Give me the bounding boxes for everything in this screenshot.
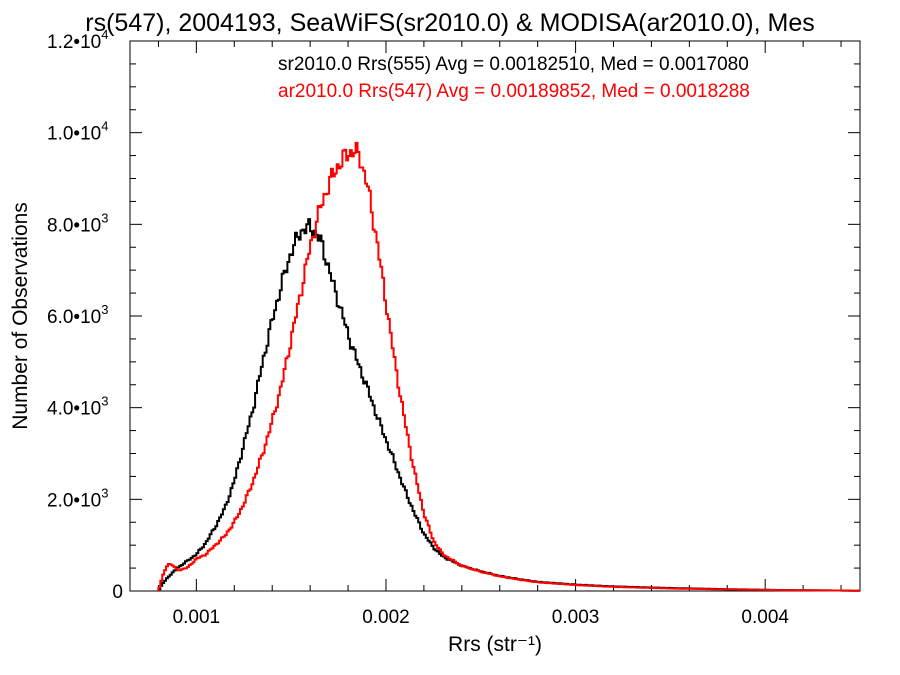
y-tick-label: 8.0•103 <box>47 210 108 236</box>
y-tick-label: 0 <box>112 582 123 603</box>
x-tick-label: 0.001 <box>173 607 221 628</box>
x-tick-label: 0.003 <box>552 607 600 628</box>
y-tick-exponent: 3 <box>101 302 108 317</box>
chart-title: rs(547), 2004193, SeaWiFS(sr2010.0) & MO… <box>85 9 814 37</box>
y-tick-label: 1.0•104 <box>47 119 108 145</box>
x-tick-label: 0.004 <box>741 607 789 628</box>
y-tick-exponent: 3 <box>101 210 108 225</box>
axis-ticks <box>130 40 860 592</box>
y-tick-exponent: 3 <box>101 485 108 500</box>
y-axis-label: Number of Observations <box>9 202 32 430</box>
annotation-red: ar2010.0 Rrs(547) Avg = 0.00189852, Med … <box>278 81 750 102</box>
y-tick-label: 2.0•103 <box>47 485 108 511</box>
series-red-line <box>157 141 860 592</box>
y-tick-label: 6.0•103 <box>47 302 108 328</box>
y-tick-labels: 0 2.0•103 4.0•103 6.0•103 8.0•103 1.0•104 1.2•… <box>47 27 123 603</box>
y-tick-exponent: 4 <box>101 119 108 134</box>
y-tick-label: 1.2•104 <box>47 27 108 53</box>
series-group <box>157 141 860 592</box>
x-tick-label: 0.002 <box>362 607 410 628</box>
annotation-black: sr2010.0 Rrs(555) Avg = 0.00182510, Med … <box>278 54 749 75</box>
x-tick-labels: 0.001 0.002 0.003 0.004 <box>173 607 790 628</box>
y-tick-exponent: 4 <box>101 27 108 42</box>
y-tick-label: 4.0•103 <box>47 394 108 420</box>
series-black-line <box>157 218 860 592</box>
x-axis-label: Rrs (str⁻¹) <box>448 633 542 656</box>
y-tick-exponent: 3 <box>101 394 108 409</box>
